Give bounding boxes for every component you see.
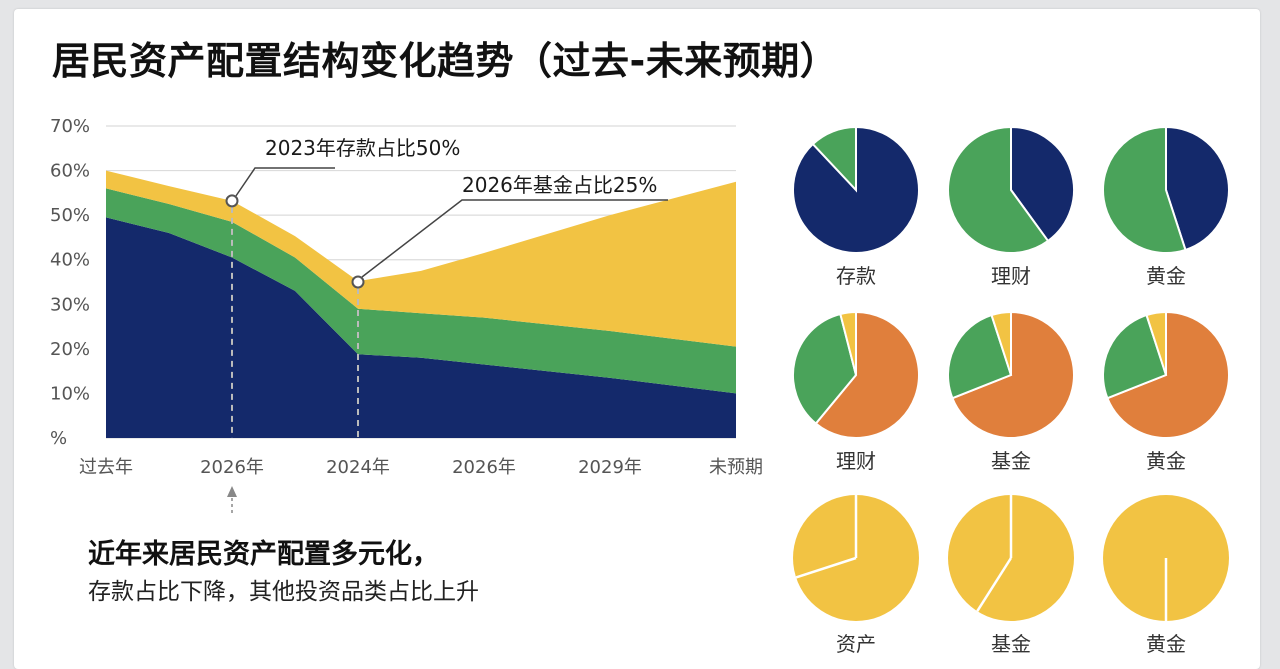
pie-slice xyxy=(1102,313,1168,400)
y-tick-label: 30% xyxy=(50,294,90,315)
annotation-leader xyxy=(361,199,668,278)
area-chart: 2023年存款占比50%2026年基金占比25% % 10% 20% 30% 40% 50… xyxy=(50,116,763,516)
x-tick-label: 2026年 xyxy=(452,457,516,478)
y-tick-label: 70% xyxy=(50,116,90,137)
pie-chart: 黄金 xyxy=(1102,125,1231,288)
pie-slice xyxy=(839,310,857,376)
y-tick-label: 40% xyxy=(50,250,90,271)
pie-slice xyxy=(951,310,1075,439)
x-tick-label: 2026年 xyxy=(200,457,264,478)
pie-label: 基金 xyxy=(991,449,1031,473)
pie-chart: 基金 xyxy=(948,495,1074,656)
annotation-label: 2023年存款占比50% xyxy=(265,136,460,160)
pie-label: 理财 xyxy=(836,449,876,473)
pie-slice xyxy=(990,310,1012,376)
pie-slice xyxy=(814,310,920,439)
x-tick-label: 过去年 xyxy=(79,457,133,478)
area-series-1 xyxy=(106,217,736,438)
pie-slice xyxy=(1165,125,1231,252)
pie-slice xyxy=(811,125,857,193)
y-tick-label: 10% xyxy=(50,383,90,404)
area-series-2 xyxy=(106,188,736,394)
annotations: 2023年存款占比50%2026年基金占比25% xyxy=(225,136,668,438)
summary-subline: 存款占比下降，其他投资品类占比上升 xyxy=(88,579,479,605)
pie-label: 黄金 xyxy=(1146,632,1186,656)
annotation-marker xyxy=(351,275,365,289)
pie-label: 基金 xyxy=(991,632,1031,656)
pie-slice xyxy=(792,312,858,425)
pie-chart: 资产 xyxy=(793,495,919,656)
pie-label: 黄金 xyxy=(1146,449,1186,473)
pie-chart: 存款 xyxy=(792,125,920,288)
y-tick-label: 50% xyxy=(50,205,90,226)
pie-slice xyxy=(947,125,1050,254)
pie-slice xyxy=(1010,125,1075,243)
pie-divider xyxy=(795,556,857,579)
pie-label: 黄金 xyxy=(1146,264,1186,288)
pie-label: 理财 xyxy=(991,264,1031,288)
pointer-arrowhead xyxy=(227,486,237,497)
pie-chart: 理财 xyxy=(947,125,1075,288)
pie-chart: 黄金 xyxy=(1103,495,1229,656)
annotation-label: 2026年基金占比25% xyxy=(462,173,657,197)
page-title: 居民资产配置结构变化趋势（过去-未来预期） xyxy=(52,39,839,83)
pie-chart: 黄金 xyxy=(1102,310,1230,473)
annotation-leader xyxy=(235,167,335,197)
y-tick-label: 20% xyxy=(50,339,90,360)
pie-chart: 基金 xyxy=(947,310,1075,473)
pie-divider xyxy=(976,557,1013,612)
y-tick-label: 60% xyxy=(50,161,90,182)
x-tick-label: 2029年 xyxy=(578,457,642,478)
pie-slice xyxy=(1106,310,1230,439)
summary-headline: 近年来居民资产配置多元化， xyxy=(88,539,439,570)
pie-slice xyxy=(1102,125,1187,254)
x-tick-label: 未预期 xyxy=(709,457,763,478)
annotation-marker xyxy=(225,194,239,208)
pie-slice xyxy=(947,313,1013,400)
pie-label: 存款 xyxy=(836,264,876,288)
x-tick-label: 2024年 xyxy=(326,457,390,478)
pie-slice xyxy=(1145,310,1167,376)
area-series xyxy=(106,170,736,438)
y-tick-label: % xyxy=(50,428,67,449)
pie-chart: 理财 xyxy=(792,310,920,473)
area-series-3 xyxy=(106,170,736,347)
pie-label: 资产 xyxy=(836,632,876,656)
axes: % 10% 20% 30% 40% 50% 60% 70% 过去年 2026年 2024年 2026年… xyxy=(50,116,763,516)
